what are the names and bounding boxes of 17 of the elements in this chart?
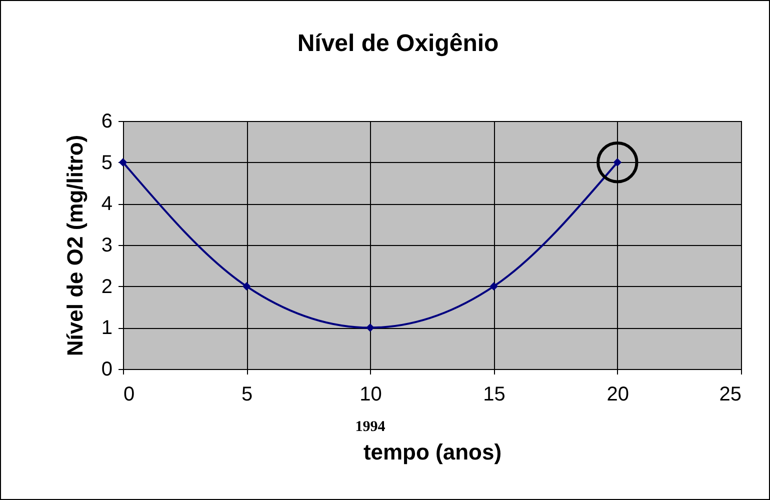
y-tick-label: 4 xyxy=(101,193,112,216)
chart-title: Nível de Oxigênio xyxy=(297,30,499,57)
x-tick-label: 0 xyxy=(124,384,135,406)
y-axis-title: Nível de O2 (mg/litro) xyxy=(62,134,88,356)
text: 1994 xyxy=(354,419,386,436)
y-tick-label: 2 xyxy=(101,276,112,298)
x-tick-label: 20 xyxy=(606,384,630,406)
x-axis-title: tempo (anos) xyxy=(363,440,502,464)
x-tick-label: 10 xyxy=(360,384,382,406)
x-tick-label: 15 xyxy=(483,384,506,406)
x-tick-label: 5 xyxy=(242,384,253,406)
y-tick-label: 5 xyxy=(101,152,112,174)
y-tick-label: 3 xyxy=(101,234,112,256)
y-tick-label: 0 xyxy=(101,358,112,380)
x-tick-label: 25 xyxy=(719,384,742,406)
y-tick-label: 6 xyxy=(101,110,112,132)
y-tick-label: 1 xyxy=(101,317,112,340)
